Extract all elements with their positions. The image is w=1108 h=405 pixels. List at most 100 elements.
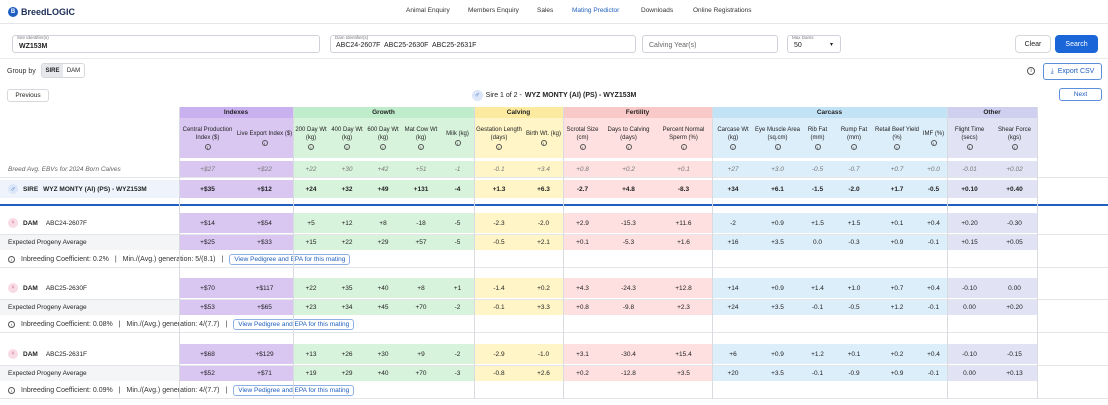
group-divider <box>712 107 713 399</box>
info-icon[interactable]: i <box>454 140 461 146</box>
column-header[interactable]: Flight Time (secs) i <box>947 118 992 158</box>
value-cell: +$22 <box>236 161 293 177</box>
value-cell: +1.2 <box>874 300 920 315</box>
column-header[interactable]: Milk (kg) i <box>441 118 474 158</box>
groupby-sire-option[interactable]: SIRE <box>42 64 63 77</box>
column-header[interactable]: Percent Normal Sperm (%) i <box>655 118 712 158</box>
groupby-dam-option[interactable]: DAM <box>66 67 81 74</box>
column-header[interactable]: Rump Fat (mm) i <box>834 118 874 158</box>
column-header[interactable]: Shear Force (kgs) i <box>992 118 1037 158</box>
value-cell: +16 <box>712 235 754 250</box>
column-header-label: IMF (%) <box>922 131 945 137</box>
info-icon[interactable]: i <box>851 144 857 150</box>
info-icon[interactable]: i <box>496 144 502 150</box>
column-header[interactable]: 200 Day Wt (kg) i <box>293 118 329 158</box>
value-cell: +3.3 <box>524 300 563 315</box>
dam-chip[interactable]: ABC24-2607F <box>336 42 381 49</box>
column-header[interactable]: 600 Day Wt (kg) i <box>365 118 401 158</box>
dam-chip[interactable]: ABC25-2631F <box>432 42 477 49</box>
download-icon: ⤓ <box>1050 67 1054 75</box>
info-icon[interactable]: i <box>308 144 314 150</box>
value-cell: -0.10 <box>947 344 992 364</box>
value-cell: +1.4 <box>801 278 834 298</box>
nav-mating-predictor[interactable]: Mating Predictor <box>572 7 620 14</box>
inbreeding-row: i Inbreeding Coefficient: 0.08% | Min./(Avg… <box>0 317 1108 331</box>
value-cell: -0.10 <box>947 278 992 298</box>
nav-downloads[interactable]: Downloads <box>641 7 674 14</box>
column-group-fertility: Fertility <box>563 107 712 118</box>
info-icon[interactable]: i <box>894 144 900 150</box>
value-cell: +0.15 <box>947 235 992 250</box>
info-icon[interactable]: i <box>730 144 736 150</box>
info-icon[interactable]: i <box>418 144 424 150</box>
nav-members-enquiry[interactable]: Members Enquiry <box>468 7 519 14</box>
column-header[interactable]: Scrotal Size (cm) i <box>563 118 602 158</box>
info-icon[interactable]: i <box>930 140 937 146</box>
info-icon[interactable]: i <box>625 144 632 150</box>
group-divider <box>1037 107 1038 399</box>
column-header[interactable]: Carcase Wt (kg) i <box>712 118 754 158</box>
dam-identifier-field[interactable]: Dam Identifier(s) ABC24-2607F ABC25-2630… <box>330 35 636 53</box>
info-icon[interactable]: i <box>966 144 973 150</box>
sire-identifier-field[interactable]: Sire Identifier(s) WZ153M <box>12 35 320 53</box>
info-icon[interactable]: i <box>380 144 386 150</box>
max-dams-select[interactable]: Max Dams 50 ▾ <box>787 35 841 53</box>
column-header[interactable]: Birth Wt. (kg) i <box>524 118 563 158</box>
value-cell: -0.5 <box>834 300 874 315</box>
value-cell: +2.3 <box>655 300 712 315</box>
value-cell: -0.5 <box>920 180 947 198</box>
column-header[interactable]: Days to Calving (days) i <box>602 118 655 158</box>
next-button[interactable]: Next <box>1059 88 1102 101</box>
nav-animal-enquiry[interactable]: Animal Enquiry <box>406 7 450 14</box>
info-icon[interactable]: i <box>774 144 781 150</box>
brand-logo[interactable]: B BreedLOGIC <box>8 5 75 18</box>
column-header[interactable]: Live Export Index ($) i <box>236 118 293 158</box>
info-icon[interactable]: i <box>579 144 586 150</box>
export-csv-label: Export CSV <box>1057 68 1095 75</box>
column-header[interactable]: Mat Cow Wt (kg) i <box>401 118 441 158</box>
value-cell: +0.7 <box>874 278 920 298</box>
info-icon[interactable]: i <box>540 140 547 146</box>
info-icon[interactable]: i <box>814 144 821 150</box>
info-icon[interactable]: i <box>261 140 268 146</box>
separator: | <box>118 320 121 328</box>
dam-id: ABC25-2630F <box>45 284 88 292</box>
column-header-label: 400 Day Wt (kg) <box>331 127 363 141</box>
column-header[interactable]: Gestation Length (days) i <box>474 118 524 158</box>
divider <box>0 177 1108 178</box>
column-header[interactable]: Eye Muscle Area (sq.cm) i <box>754 118 801 158</box>
group-divider <box>563 107 564 399</box>
divider <box>0 267 1108 268</box>
info-icon[interactable]: i <box>204 144 211 150</box>
column-header-label: Gestation Length (days) <box>476 127 522 141</box>
male-icon: ♂ <box>8 184 18 194</box>
value-cell: -12.8 <box>602 366 655 381</box>
value-cell: -5.3 <box>602 235 655 250</box>
column-header[interactable]: 400 Day Wt (kg) i <box>329 118 365 158</box>
column-header[interactable]: IMF (%) i <box>920 118 947 158</box>
info-icon[interactable]: i <box>1027 67 1035 75</box>
nav-sales[interactable]: Sales <box>537 7 554 14</box>
divider <box>0 58 1108 59</box>
nav-online-registrations[interactable]: Online Registrations <box>693 7 752 14</box>
column-header-label: Live Export Index ($) <box>236 131 293 137</box>
column-header[interactable]: Central Production Index ($) i <box>179 118 236 158</box>
clear-button[interactable]: Clear <box>1015 35 1051 53</box>
info-icon[interactable]: i <box>1011 144 1018 150</box>
search-button[interactable]: Search <box>1055 35 1098 53</box>
value-cell: +1 <box>441 278 474 298</box>
previous-button[interactable]: Previous <box>7 89 49 102</box>
value-cell: +5 <box>293 213 329 233</box>
column-header[interactable]: Retail Beef Yield (%) i <box>874 118 920 158</box>
dam-chip[interactable]: ABC25-2630F <box>384 42 429 49</box>
info-icon[interactable]: i <box>680 144 687 150</box>
divider <box>0 234 1108 235</box>
export-csv-button[interactable]: ⤓ Export CSV <box>1043 63 1102 80</box>
column-header[interactable]: Rib Fat (mm) i <box>801 118 834 158</box>
value-cell: -0.1 <box>801 300 834 315</box>
info-icon[interactable]: i <box>344 144 350 150</box>
view-pedigree-link[interactable]: View Pedigree and EPA for this mating <box>229 253 351 265</box>
calving-years-field[interactable]: Calving Year(s) <box>642 35 778 53</box>
separator: | <box>118 386 121 394</box>
